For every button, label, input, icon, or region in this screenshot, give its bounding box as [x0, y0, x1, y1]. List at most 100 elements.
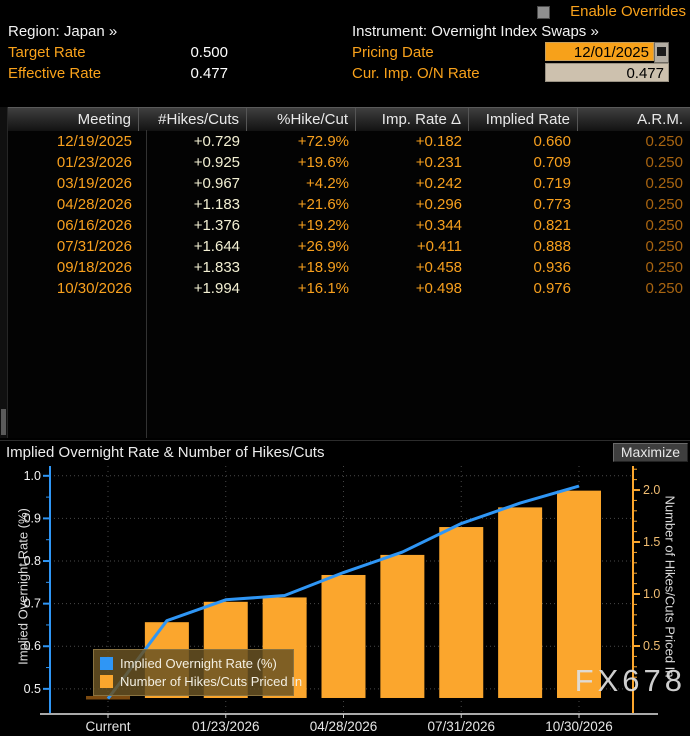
- table-cell: 0.250: [645, 238, 683, 255]
- table-cell: 0.719: [533, 175, 571, 192]
- table-row[interactable]: 01/23/2026 +0.925 +19.6% +0.231 0.709 0.250: [8, 152, 690, 173]
- watermark: FX678: [574, 663, 686, 698]
- x-tick-label: 10/30/2026: [545, 719, 613, 734]
- pricing-date-label: Pricing Date: [352, 44, 434, 61]
- table-cell: +0.242: [415, 175, 462, 192]
- bar: [321, 574, 366, 698]
- cur-implied-rate-input[interactable]: 0.477: [545, 63, 669, 82]
- table-cell: +0.182: [415, 133, 462, 150]
- col-header-hikes-cuts: #Hikes/Cuts: [139, 108, 247, 131]
- table-cell: +19.2%: [297, 217, 349, 234]
- svg-text:0.9: 0.9: [24, 511, 41, 525]
- svg-text:1.5: 1.5: [643, 535, 660, 549]
- table-cell: +0.344: [415, 217, 462, 234]
- x-tick-label: Current: [85, 719, 130, 734]
- chart-legend: Implied Overnight Rate (%) Number of Hik…: [93, 649, 302, 696]
- table-cell: 03/19/2026: [56, 175, 132, 192]
- x-tick-label: 01/23/2026: [192, 719, 260, 734]
- table-cell: +0.458: [415, 259, 462, 276]
- bar: [498, 507, 543, 698]
- table-header-row: Meeting #Hikes/Cuts %Hike/Cut Imp. Rate …: [8, 107, 690, 131]
- bar: [557, 490, 601, 698]
- implied-rate-line: [106, 484, 580, 700]
- legend-item-bar[interactable]: Number of Hikes/Cuts Priced In: [100, 672, 302, 690]
- table-cell: +0.729: [193, 133, 240, 150]
- table-cell: +1.183: [193, 196, 240, 213]
- table-cell: +0.967: [193, 175, 240, 192]
- chart-title: Implied Overnight Rate & Number of Hikes…: [6, 444, 325, 461]
- table-cell: +0.925: [193, 154, 240, 171]
- pricing-date-input[interactable]: 12/01/2025: [545, 42, 654, 61]
- table-cell: 10/30/2026: [56, 280, 132, 297]
- svg-text:1.0: 1.0: [643, 587, 660, 601]
- meetings-table: Meeting #Hikes/Cuts %Hike/Cut Imp. Rate …: [8, 107, 690, 438]
- table-cell: +72.9%: [297, 133, 349, 150]
- table-row[interactable]: 12/19/2025 +0.729 +72.9% +0.182 0.660 0.250: [8, 131, 690, 152]
- enable-overrides-label[interactable]: Enable Overrides: [570, 3, 686, 20]
- line-series-swatch-icon: [100, 656, 113, 670]
- table-row[interactable]: 03/19/2026 +0.967 +4.2% +0.242 0.719 0.250: [8, 173, 690, 194]
- table-cell: 04/28/2026: [56, 196, 132, 213]
- column-divider: [146, 130, 147, 438]
- table-cell: +19.6%: [297, 154, 349, 171]
- col-header-imp-rate-delta: Imp. Rate Δ: [356, 108, 469, 131]
- table-cell: 0.250: [645, 133, 683, 150]
- table-cell: +4.2%: [306, 175, 349, 192]
- table-cell: 0.250: [645, 154, 683, 171]
- table-cell: +1.994: [193, 280, 240, 297]
- bar-series-swatch-icon: [100, 674, 113, 688]
- table-cell: 0.660: [533, 133, 571, 150]
- svg-text:1.0: 1.0: [24, 469, 41, 483]
- table-cell: +0.231: [415, 154, 462, 171]
- instrument-selector[interactable]: Instrument: Overnight Index Swaps »: [352, 23, 599, 40]
- region-selector[interactable]: Region: Japan »: [8, 23, 118, 40]
- table-row[interactable]: 07/31/2026 +1.644 +26.9% +0.411 0.888 0.250: [8, 236, 690, 257]
- table-row[interactable]: 09/18/2026 +1.833 +18.9% +0.458 0.936 0.250: [8, 257, 690, 278]
- table-cell: +1.376: [193, 217, 240, 234]
- target-rate-value: 0.500: [190, 44, 228, 61]
- table-cell: 12/19/2025: [56, 133, 132, 150]
- table-cell: 0.821: [533, 217, 571, 234]
- col-header-pct-hike-cut: %Hike/Cut: [247, 108, 356, 131]
- left-axis-title: Implied Overnight Rate (%): [15, 508, 31, 665]
- table-cell: 09/18/2026: [56, 259, 132, 276]
- svg-text:0.8: 0.8: [24, 554, 41, 568]
- bar: [439, 527, 484, 698]
- table-cell: 0.250: [645, 175, 683, 192]
- table-cell: +0.296: [415, 196, 462, 213]
- svg-text:2.0: 2.0: [643, 483, 660, 497]
- table-cell: 0.888: [533, 238, 571, 255]
- table-cell: +1.644: [193, 238, 240, 255]
- target-rate-label: Target Rate: [8, 44, 86, 61]
- legend-item-line[interactable]: Implied Overnight Rate (%): [100, 654, 287, 672]
- col-header-implied-rate: Implied Rate: [469, 108, 578, 131]
- table-cell: +16.1%: [297, 280, 349, 297]
- svg-text:0.5: 0.5: [24, 682, 41, 696]
- table-row[interactable]: 10/30/2026 +1.994 +16.1% +0.498 0.976 0.250: [8, 278, 690, 299]
- table-cell: +21.6%: [297, 196, 349, 213]
- table-scrollbar[interactable]: [0, 107, 8, 438]
- bar: [380, 554, 425, 698]
- table-cell: 0.773: [533, 196, 571, 213]
- effective-rate-value: 0.477: [190, 65, 228, 82]
- svg-text:0.7: 0.7: [24, 597, 41, 611]
- enable-overrides-checkbox[interactable]: [537, 6, 550, 19]
- cur-implied-rate-label: Cur. Imp. O/N Rate: [352, 65, 480, 82]
- table-cell: +1.833: [193, 259, 240, 276]
- svg-text:0.5: 0.5: [643, 639, 660, 653]
- calendar-icon[interactable]: [654, 42, 669, 63]
- col-header-meeting: Meeting: [8, 108, 139, 131]
- maximize-button[interactable]: Maximize: [612, 443, 688, 462]
- table-scrollbar-thumb[interactable]: [1, 409, 6, 435]
- table-cell: +18.9%: [297, 259, 349, 276]
- table-cell: 07/31/2026: [56, 238, 132, 255]
- table-cell: 0.709: [533, 154, 571, 171]
- table-row[interactable]: 06/16/2026 +1.376 +19.2% +0.344 0.821 0.250: [8, 215, 690, 236]
- table-cell: 01/23/2026: [56, 154, 132, 171]
- table-cell: 0.250: [645, 196, 683, 213]
- table-body: 12/19/2025 +0.729 +72.9% +0.182 0.660 0.250 01…: [8, 131, 690, 299]
- table-cell: 06/16/2026: [56, 217, 132, 234]
- table-cell: 0.250: [645, 280, 683, 297]
- table-row[interactable]: 04/28/2026 +1.183 +21.6% +0.296 0.773 0.250: [8, 194, 690, 215]
